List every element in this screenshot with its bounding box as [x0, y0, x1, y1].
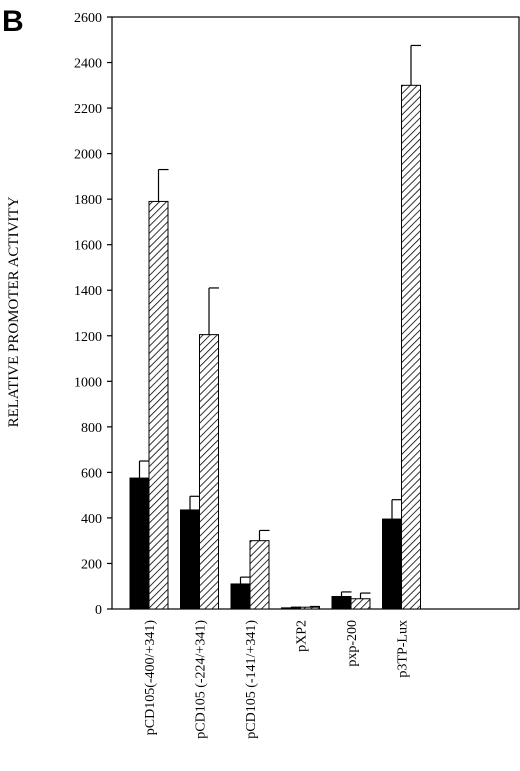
- y-axis-title: RELATIVE PROMOTER ACTIVITY: [6, 196, 22, 427]
- bars: [129, 44, 421, 610]
- hatched-bar: [249, 540, 270, 610]
- y-tick-label: 2000: [74, 148, 102, 163]
- y-tick-label: 1600: [74, 239, 102, 254]
- y-tick-label: 1400: [74, 284, 102, 299]
- y-tick-label: 2200: [74, 102, 102, 117]
- y-tick-label: 1000: [74, 375, 102, 390]
- category-label: p3TP-Lux: [396, 620, 411, 678]
- hatched-bar: [300, 606, 320, 610]
- x-axis: pCD105(-400/+341) pCD105 (-224/+341) pCD10…: [143, 620, 411, 739]
- category-label: pCD105 (-224/+341): [194, 620, 209, 739]
- y-tick-label: 1800: [74, 193, 102, 208]
- y-axis: 0 200 400 600 800 1000 1200 1400 1600 1800 2000 220…: [74, 11, 112, 618]
- y-tick-label: 2400: [74, 57, 102, 72]
- category-label: pxp-200: [345, 620, 360, 667]
- y-tick-label: 400: [81, 512, 102, 527]
- y-tick-label: 800: [81, 421, 102, 436]
- hatched-bar: [350, 598, 371, 610]
- solid-bar: [281, 607, 301, 610]
- hatched-bar: [401, 84, 421, 610]
- hatched-bar: [199, 334, 219, 610]
- solid-bar: [331, 595, 352, 610]
- y-tick-label: 0: [95, 603, 102, 618]
- y-tick-label: 200: [81, 557, 102, 572]
- solid-bar: [382, 518, 402, 610]
- y-tick-label: 2600: [74, 11, 102, 26]
- category-label: pCD105 (-141/+341): [244, 620, 259, 739]
- plot-frame: [111, 16, 520, 610]
- solid-bar: [230, 583, 251, 610]
- solid-bar: [129, 477, 150, 610]
- category-label: pCD105(-400/+341): [143, 620, 158, 736]
- category-label: pXP2: [295, 620, 310, 652]
- panel-label: B: [2, 5, 24, 38]
- solid-bar: [180, 509, 200, 610]
- hatched-bar: [148, 200, 169, 610]
- y-tick-label: 1200: [74, 330, 102, 345]
- y-tick-label: 600: [81, 466, 102, 481]
